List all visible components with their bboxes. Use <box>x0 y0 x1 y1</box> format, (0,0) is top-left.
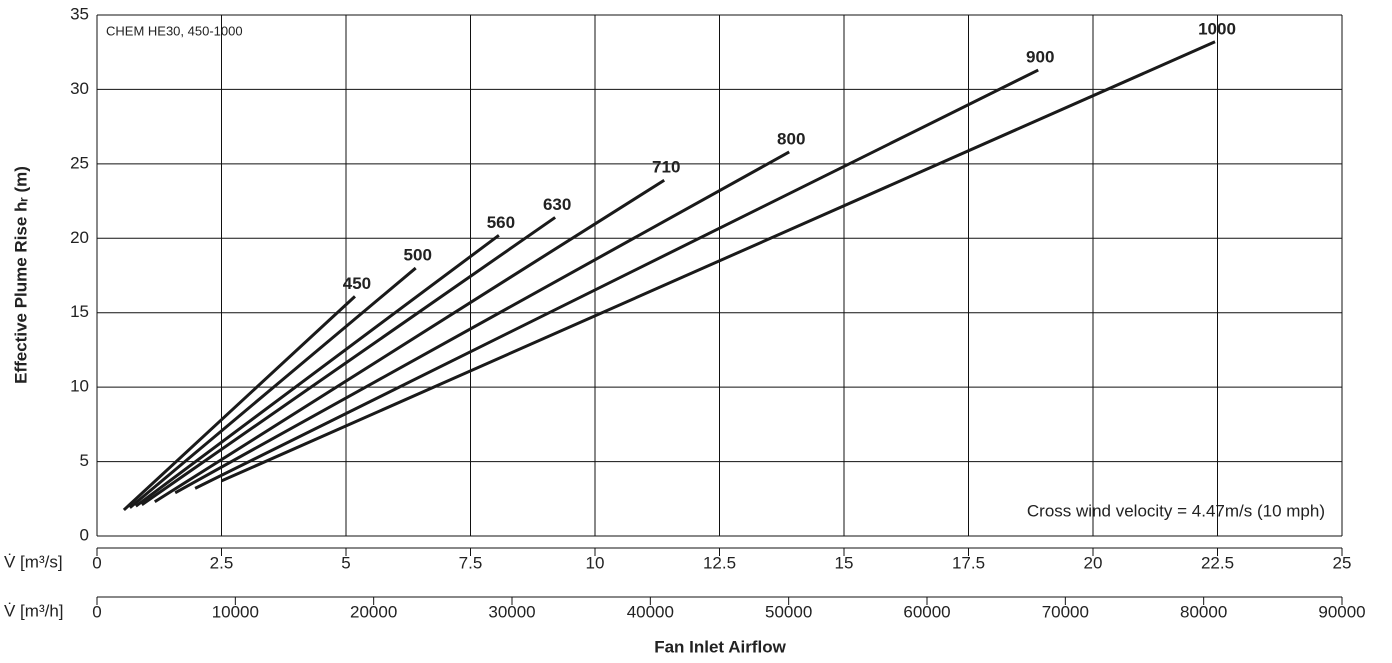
x-tick-label: 12.5 <box>703 553 736 572</box>
x2-tick-label: 70000 <box>1042 602 1089 621</box>
series-label: 630 <box>543 195 571 214</box>
y-tick-label: 5 <box>80 451 89 470</box>
x-tick-label: 0 <box>92 553 101 572</box>
x-tick-label: 15 <box>835 553 854 572</box>
x2-axis-label: V̇ [m³/h] <box>4 601 64 620</box>
series-line <box>128 266 417 509</box>
y-tick-label: 25 <box>70 153 89 172</box>
x-tick-label: 20 <box>1084 553 1103 572</box>
y-axis-title: Effective Plume Rise hᵣ (m) <box>11 166 30 384</box>
x-axis-title: Fan Inlet Airflow <box>654 637 786 656</box>
x2-tick-label: 40000 <box>627 602 674 621</box>
series-label: 900 <box>1026 48 1054 67</box>
x2-tick-label: 80000 <box>1180 602 1227 621</box>
x-tick-label: 17.5 <box>952 553 985 572</box>
x2-tick-label: 50000 <box>765 602 812 621</box>
x2-tick-label: 30000 <box>488 602 535 621</box>
series-line <box>194 68 1039 490</box>
series-line <box>153 178 666 504</box>
x-tick-label: 5 <box>341 553 350 572</box>
x2-tick-label: 0 <box>92 602 101 621</box>
x-tick-label: 10 <box>586 553 605 572</box>
series-line <box>220 40 1216 483</box>
series-label: 450 <box>343 274 371 293</box>
series-line <box>134 234 500 508</box>
series-label: 710 <box>652 158 680 177</box>
series-line <box>174 150 790 495</box>
y-tick-label: 0 <box>80 525 89 544</box>
y-tick-label: 30 <box>70 79 89 98</box>
series-label: 560 <box>487 213 515 232</box>
x2-tick-label: 10000 <box>212 602 259 621</box>
x-tick-label: 7.5 <box>459 553 483 572</box>
x-axis-label: V̇ [m³/s] <box>4 552 63 571</box>
series-label: 800 <box>777 129 805 148</box>
x2-tick-label: 60000 <box>903 602 950 621</box>
y-tick-label: 10 <box>70 377 89 396</box>
annotation: Cross wind velocity = 4.47m/s (10 mph) <box>1027 501 1325 520</box>
y-tick-label: 35 <box>70 4 89 23</box>
x2-tick-label: 20000 <box>350 602 397 621</box>
series-line <box>122 295 356 512</box>
annotation: CHEM HE30, 450-1000 <box>106 23 243 38</box>
x-tick-label: 22.5 <box>1201 553 1234 572</box>
x-tick-label: 2.5 <box>210 553 234 572</box>
x2-tick-label: 90000 <box>1318 602 1365 621</box>
series-label: 500 <box>404 246 432 265</box>
y-tick-label: 15 <box>70 302 89 321</box>
x-tick-label: 25 <box>1333 553 1352 572</box>
series-label: 1000 <box>1198 19 1236 38</box>
y-tick-label: 20 <box>70 228 89 247</box>
series-line <box>140 216 557 506</box>
